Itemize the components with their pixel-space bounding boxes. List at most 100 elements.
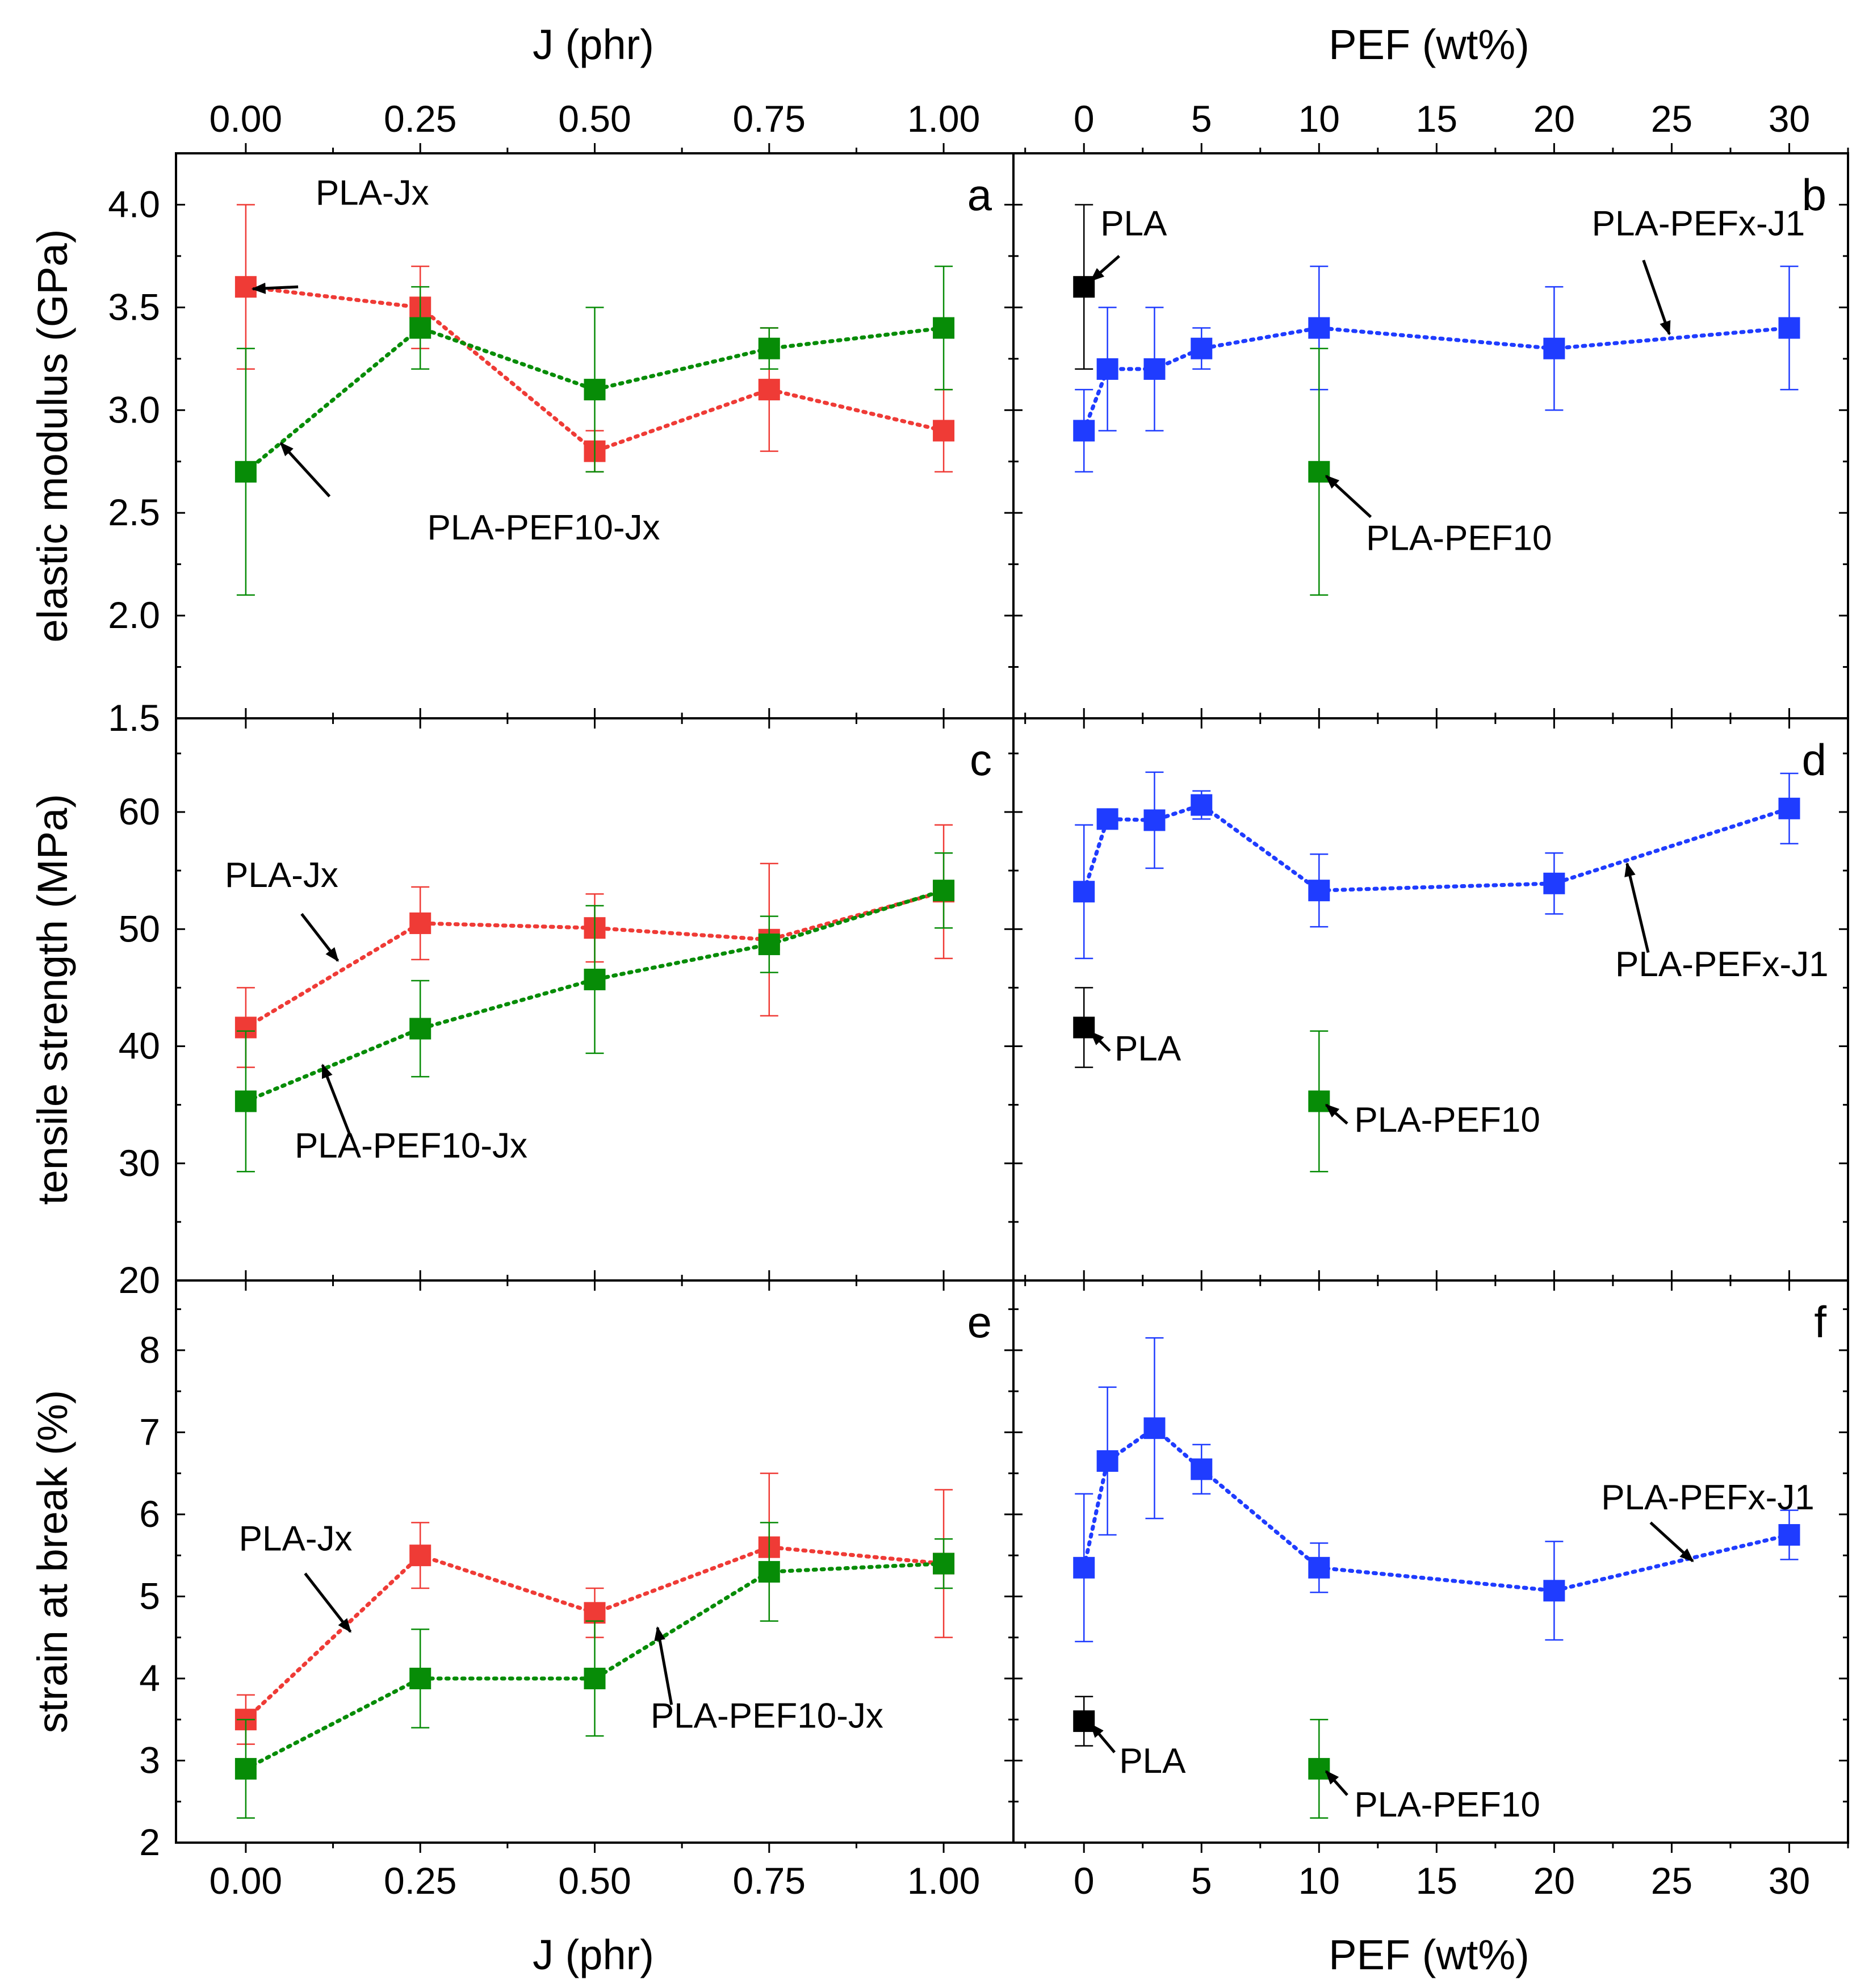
data-point <box>1143 1417 1166 1439</box>
data-point <box>1096 358 1118 380</box>
panel-frame <box>1012 1279 1849 1844</box>
x-tick-label-top: 20 <box>1533 98 1575 140</box>
data-point <box>933 1552 955 1575</box>
x-tick-label: 20 <box>1533 1860 1575 1902</box>
series-pla-pefx-j1 <box>1073 265 1800 473</box>
annotation-arrow <box>1649 1521 1694 1563</box>
x-tick-label: 10 <box>1298 1860 1340 1902</box>
x-tick-label-top: 30 <box>1769 98 1810 140</box>
x-tick-label-top: 0.75 <box>733 98 806 140</box>
annotation-arrow <box>1325 1103 1348 1125</box>
y-tick-label: 40 <box>119 1025 160 1067</box>
series-pla-pef10-jx <box>234 265 955 596</box>
data-point <box>1308 317 1330 339</box>
data-point <box>234 1090 257 1112</box>
data-point <box>409 1667 431 1689</box>
data-point <box>933 420 955 442</box>
y-tick-label: 2 <box>139 1821 160 1863</box>
y-axis-title: strain at break (%) <box>29 1390 76 1734</box>
panel-c: 20 30 40 50 60 tensile strength (MPa) c PLA-Jx P… <box>29 708 1015 1301</box>
series-line <box>244 325 946 474</box>
panel-b: 0 5 10 15 20 25 30 b PLA PLA-PEFx-J1 PLA-PEF10 <box>1012 98 1849 729</box>
series-pla-pef10 <box>1308 1718 1330 1819</box>
data-point <box>1308 1757 1330 1780</box>
data-point <box>758 934 780 956</box>
x-tick-label-top: 25 <box>1651 98 1692 140</box>
y-axis-title: elastic modulus (GPa) <box>29 229 76 643</box>
series-pla <box>1073 1696 1095 1747</box>
data-point <box>234 1757 257 1780</box>
y-axis-title: tensile strength (MPa) <box>29 794 76 1205</box>
annotation-arrow <box>304 1572 352 1633</box>
annotation-arrow <box>1624 862 1650 953</box>
data-point <box>758 379 780 401</box>
y-tick-label: 8 <box>139 1329 160 1371</box>
x-tick-label: 30 <box>1769 1860 1810 1902</box>
data-point <box>409 912 431 934</box>
panel-a: 1.5 2.0 2.5 3.0 3.5 4.0 0.00 0.25 0.50 0.75 1.00 el… <box>29 98 1015 739</box>
data-point <box>1096 1450 1118 1472</box>
series-line <box>244 1562 946 1771</box>
series-pla-pef10-jx <box>234 1522 955 1819</box>
data-point <box>1308 1090 1330 1112</box>
x-tick-label-top: 0.50 <box>558 98 631 140</box>
data-point <box>1073 1016 1095 1039</box>
y-tick-label: 6 <box>139 1493 160 1535</box>
y-tick-label: 60 <box>119 790 160 832</box>
panel-label: f <box>1814 1297 1826 1347</box>
y-tick-label: 50 <box>119 907 160 949</box>
data-point <box>1191 794 1213 816</box>
x-tick-label: 0.00 <box>209 1860 282 1902</box>
data-point <box>1543 1580 1565 1602</box>
y-tick-label: 2.0 <box>108 594 160 636</box>
data-point <box>1778 1524 1800 1546</box>
x-tick-label-top: 0 <box>1074 98 1095 140</box>
data-point <box>1073 420 1095 442</box>
x-tick-label: 0.75 <box>733 1860 806 1902</box>
annotation-arrow <box>1090 1031 1111 1052</box>
x-tick-label: 0 <box>1074 1860 1095 1902</box>
panel-d: d PLA-PEFx-J1 PLA PLA-PEF10 <box>1012 708 1849 1291</box>
series-line <box>1082 326 1791 433</box>
x-tick-label: 0.25 <box>384 1860 456 1902</box>
series-pla-pefx-j1 <box>1073 771 1800 960</box>
bottom-axis-title-right: PEF (wt%) <box>1329 1931 1530 1978</box>
data-point <box>758 337 780 359</box>
data-point <box>1073 1556 1095 1579</box>
data-point <box>1191 1458 1213 1480</box>
x-tick-label-top: 1.00 <box>907 98 980 140</box>
top-axis-title-left: J (phr) <box>533 21 654 68</box>
bottom-axis-title-left: J (phr) <box>533 1931 654 1978</box>
data-point <box>584 1667 606 1689</box>
data-point <box>1308 880 1330 902</box>
annotation-label: PLA-PEF10-Jx <box>651 1697 883 1736</box>
data-point <box>1308 461 1330 483</box>
annotation-arrow <box>1090 1723 1116 1753</box>
panel-label: c <box>970 735 992 785</box>
series-pla <box>1073 204 1095 370</box>
data-point <box>584 1602 606 1624</box>
series-pla <box>1073 987 1095 1068</box>
annotation-label: PLA-PEF10-Jx <box>295 1126 527 1165</box>
annotation-arrow <box>1325 1770 1348 1796</box>
annotation-label: PLA <box>1119 1742 1186 1781</box>
data-point <box>933 880 955 902</box>
annotation-label: PLA-PEFx-J1 <box>1592 204 1805 244</box>
panel-frame <box>175 1279 1015 1844</box>
x-tick-label: 15 <box>1416 1860 1457 1902</box>
data-point <box>758 1561 780 1583</box>
y-tick-label: 5 <box>139 1575 160 1617</box>
x-tick-label: 25 <box>1651 1860 1692 1902</box>
y-tick-label: 3.0 <box>108 388 160 430</box>
x-tick-label-top: 0.00 <box>209 98 282 140</box>
panel-frame <box>1012 717 1849 1282</box>
annotation-arrow <box>1090 255 1120 282</box>
panel-label: b <box>1802 170 1826 220</box>
y-tick-label: 4 <box>139 1657 160 1699</box>
annotation-arrow <box>279 442 331 497</box>
y-tick-label: 3 <box>139 1739 160 1781</box>
y-tick-label: 2.5 <box>108 491 160 533</box>
series-pla-pef10-jx <box>234 852 955 1173</box>
